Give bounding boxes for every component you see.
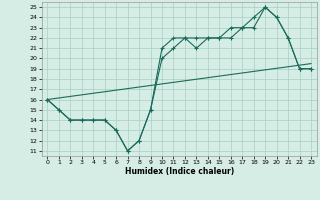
X-axis label: Humidex (Indice chaleur): Humidex (Indice chaleur) bbox=[124, 167, 234, 176]
